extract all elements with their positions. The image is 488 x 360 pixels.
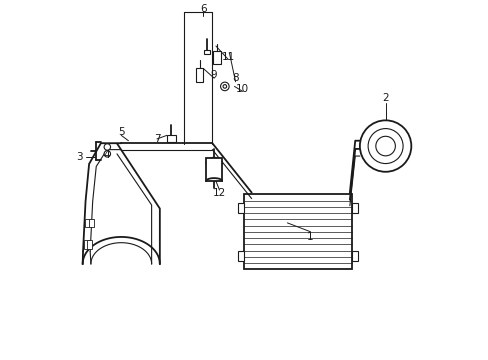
Circle shape <box>223 85 226 88</box>
Circle shape <box>359 120 410 172</box>
Bar <box>238 251 244 261</box>
Bar <box>203 50 209 54</box>
Text: 6: 6 <box>200 4 206 14</box>
Bar <box>88 219 94 227</box>
Text: 9: 9 <box>210 69 217 80</box>
Circle shape <box>104 144 110 150</box>
Circle shape <box>220 82 229 91</box>
Bar <box>85 219 91 227</box>
Bar <box>238 203 244 213</box>
Text: 12: 12 <box>212 188 225 198</box>
Text: 5: 5 <box>118 127 124 137</box>
Text: 8: 8 <box>232 73 239 83</box>
Bar <box>83 240 89 249</box>
Circle shape <box>104 150 110 157</box>
Text: 2: 2 <box>382 93 388 103</box>
Bar <box>351 251 357 261</box>
Text: 10: 10 <box>236 84 249 94</box>
Bar <box>351 203 357 213</box>
Circle shape <box>367 129 402 163</box>
Bar <box>244 194 351 269</box>
Bar <box>196 68 203 82</box>
Text: 1: 1 <box>306 232 313 242</box>
Text: 4: 4 <box>103 150 110 160</box>
Circle shape <box>375 136 395 156</box>
Bar <box>166 135 175 142</box>
Bar <box>206 158 222 181</box>
Text: 7: 7 <box>153 134 160 144</box>
Bar <box>213 51 220 64</box>
Text: 11: 11 <box>222 52 235 62</box>
Text: 3: 3 <box>76 152 82 162</box>
Bar <box>86 240 92 249</box>
